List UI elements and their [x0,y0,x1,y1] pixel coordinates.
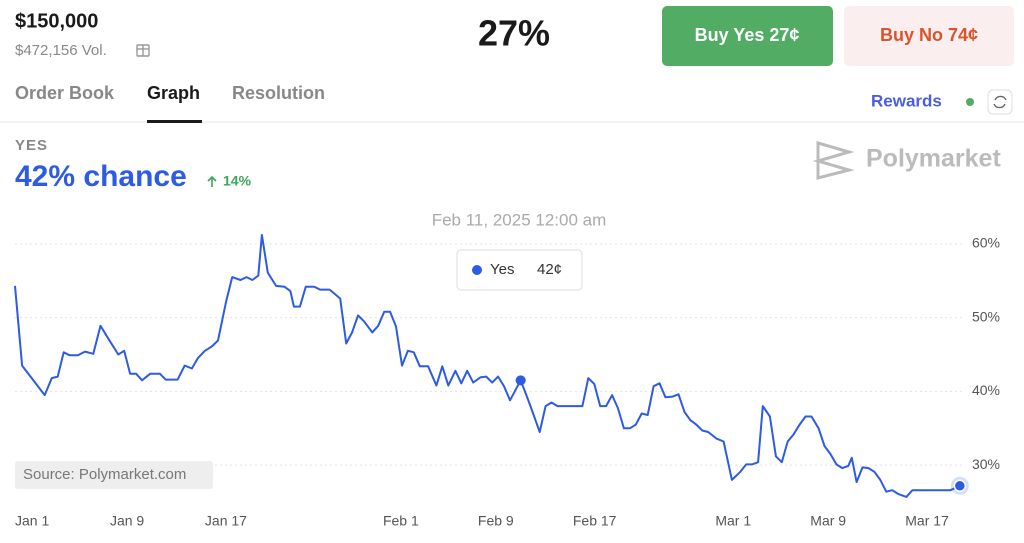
brand-logo [812,141,855,180]
tooltip: Yes 42¢ [456,249,583,291]
x-tick-label: Feb 17 [573,513,617,529]
x-tick-label: Jan 17 [205,513,247,529]
buy-no-label: Buy No 74¢ [880,25,978,45]
amount: $150,000 [15,10,98,32]
refresh-button[interactable] [987,89,1013,115]
outcome-label: YES [15,137,48,154]
y-tick-label: 30% [972,456,1000,472]
tooltip-series: Yes [490,261,514,278]
x-tick-label: Mar 17 [905,513,949,529]
gift-icon [136,44,150,57]
brand: Polymarket [866,145,1001,173]
volume: $472,156 Vol. [15,42,107,59]
change: 14% [223,173,252,189]
series-line [14,234,961,498]
hover-marker [515,375,526,386]
x-tick-label: Jan 9 [110,513,144,529]
y-tick-label: 40% [972,382,1000,398]
plot: 30% 40% 50% 60% Jan 1 Jan 9 Jan 17 Feb 1 Feb 9 Fe… [14,234,1000,529]
tab-underline [147,120,202,123]
status-dot [966,98,974,106]
rewards[interactable]: Rewards [871,91,942,110]
buy-yes-button[interactable]: Buy Yes 27¢ [662,6,833,66]
source-badge: Source: Polymarket.com [15,461,213,489]
y-tick-label: 60% [972,235,1000,251]
x-tick-label: Feb 9 [478,513,514,529]
chance: 42% chance [15,160,187,193]
source: Source: Polymarket.com [23,466,186,483]
end-marker [953,479,967,493]
tooltip-date: Feb 11, 2025 12:00 am [432,210,607,229]
tooltip-dot [472,265,482,275]
up-arrow [207,175,217,187]
percent: 27% [478,13,550,54]
x-tick-label: Feb 1 [383,513,419,529]
buy-no-button[interactable]: Buy No 74¢ [844,6,1014,66]
tab[interactable]: Resolution [232,83,325,103]
tooltip-value: 42¢ [537,261,562,278]
tab[interactable]: Order Book [15,83,115,103]
x-tick-label: Mar 1 [715,513,751,529]
x-tick-label: Jan 1 [15,513,49,529]
tab-active[interactable]: Graph [147,83,200,103]
buy-yes-label: Buy Yes 27¢ [695,25,800,45]
y-tick-label: 50% [972,308,1000,324]
x-tick-label: Mar 9 [810,513,846,529]
